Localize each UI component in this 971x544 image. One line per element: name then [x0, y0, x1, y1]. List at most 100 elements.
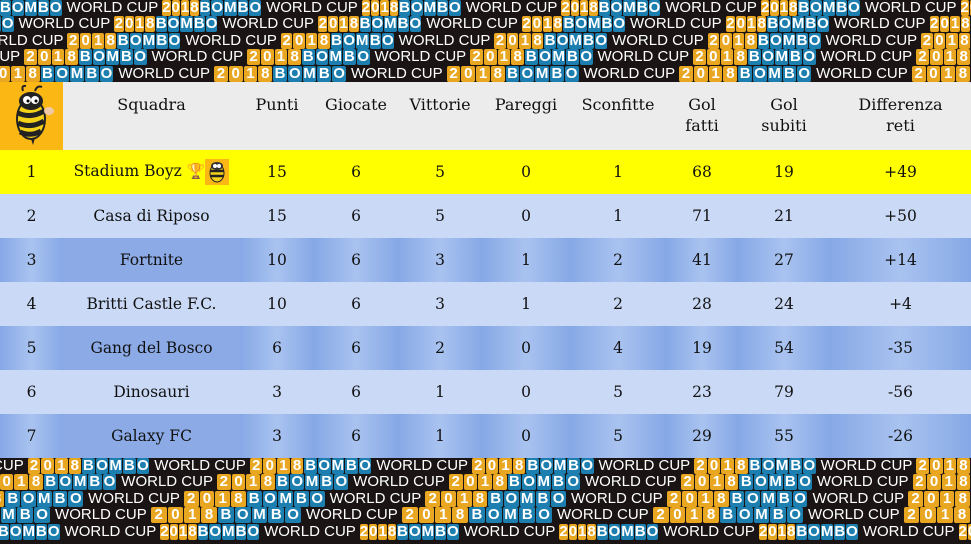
cell-text: 71: [692, 207, 712, 225]
bee-mascot-icon: [0, 82, 63, 150]
cell-text: 4: [26, 295, 37, 313]
cell-text: 6: [351, 383, 361, 401]
cell-text: 1: [435, 383, 445, 401]
cell-lost: 2: [570, 238, 666, 282]
cell-text: 6: [26, 383, 37, 401]
cell-ga: 21: [738, 194, 830, 238]
table-row[interactable]: 4 Britti Castle F.C. 10 6 3 1 2 28 24 +4: [0, 282, 971, 326]
col-punti[interactable]: Punti: [240, 82, 314, 150]
cell-text: Dinosauri: [113, 383, 190, 401]
cell-text: 2: [26, 207, 37, 225]
cell-played: 6: [314, 370, 398, 414]
cell-pts: 6: [240, 326, 314, 370]
cell-ga: 24: [738, 282, 830, 326]
cell-team: Gang del Bosco: [63, 326, 240, 370]
cell-gf: 19: [666, 326, 738, 370]
cell-drawn: 0: [482, 326, 570, 370]
cell-lost: 5: [570, 370, 666, 414]
cell-text: 23: [692, 383, 712, 401]
cell-text: 1: [521, 251, 531, 269]
table-row[interactable]: 5 Gang del Bosco 6 6 2 0 4 19 54 -35: [0, 326, 971, 370]
table-row[interactable]: 7 Galaxy FC 3 6 1 0 5 29 55 -26: [0, 414, 971, 458]
cell-lost: 4: [570, 326, 666, 370]
col-giocate[interactable]: Giocate: [314, 82, 398, 150]
col-squadra[interactable]: Squadra: [63, 82, 240, 150]
cell-gf: 29: [666, 414, 738, 458]
cell-pos: 4: [0, 282, 63, 326]
cell-text: 41: [692, 251, 712, 269]
cell-played: 6: [314, 414, 398, 458]
cell-pts: 15: [240, 194, 314, 238]
cell-text: 79: [774, 383, 794, 401]
cell-team: Casa di Riposo: [63, 194, 240, 238]
cell-lost: 1: [570, 150, 666, 194]
header-row: Squadra Punti Giocate Vittorie Pareggi S…: [0, 82, 971, 150]
cell-text: 27: [774, 251, 794, 269]
col-gol-subiti[interactable]: Gol subiti: [738, 82, 830, 150]
cell-text: Gang del Bosco: [90, 339, 213, 357]
cell-text: 4: [613, 339, 623, 357]
cell-text: -35: [888, 339, 913, 357]
cell-text: Stadium Boyz: [73, 162, 182, 180]
bee-mascot-icon: [205, 159, 230, 185]
cell-pos: 7: [0, 414, 63, 458]
cell-text: 5: [26, 339, 37, 357]
cell-pos: 5: [0, 326, 63, 370]
cell-text: 2: [613, 251, 623, 269]
cell-pos: 2: [0, 194, 63, 238]
col-differenza-reti[interactable]: Differenza reti: [830, 82, 971, 150]
cell-pts: 3: [240, 414, 314, 458]
cell-text: 21: [774, 207, 794, 225]
cell-played: 6: [314, 238, 398, 282]
trophy-icon: 🏆: [186, 162, 206, 180]
cell-drawn: 0: [482, 414, 570, 458]
cell-lost: 5: [570, 414, 666, 458]
cell-won: 5: [398, 150, 482, 194]
table-row[interactable]: 6 Dinosauri 3 6 1 0 5 23 79 -56: [0, 370, 971, 414]
cell-text: +4: [889, 295, 912, 313]
cell-gf: 23: [666, 370, 738, 414]
cell-text: 6: [272, 339, 282, 357]
col-vittorie[interactable]: Vittorie: [398, 82, 482, 150]
cell-text: 3: [272, 383, 282, 401]
cell-ga: 27: [738, 238, 830, 282]
cell-pos: 6: [0, 370, 63, 414]
cell-drawn: 1: [482, 238, 570, 282]
cell-gf: 28: [666, 282, 738, 326]
cell-text: 3: [435, 295, 445, 313]
col-sconfitte[interactable]: Sconfitte: [570, 82, 666, 150]
cell-text: -56: [888, 383, 913, 401]
cell-drawn: 0: [482, 370, 570, 414]
cell-drawn: 1: [482, 282, 570, 326]
cell-text: 0: [521, 163, 531, 181]
cell-text: 5: [613, 427, 623, 445]
cell-pts: 10: [240, 238, 314, 282]
cell-lost: 2: [570, 282, 666, 326]
cell-pts: 10: [240, 282, 314, 326]
cell-won: 3: [398, 238, 482, 282]
cell-text: 15: [267, 207, 287, 225]
cell-pts: 15: [240, 150, 314, 194]
cell-text: 0: [521, 383, 531, 401]
cell-diff: +4: [830, 282, 971, 326]
cell-text: 5: [435, 163, 445, 181]
table-row[interactable]: 1 Stadium Boyz 🏆 15 6 5 0 1 68 19 +49: [0, 150, 971, 194]
table-row[interactable]: 2 Casa di Riposo 15 6 5 0 1 71 21 +50: [0, 194, 971, 238]
cell-lost: 1: [570, 194, 666, 238]
cell-text: 10: [267, 295, 287, 313]
cell-text: 68: [692, 163, 712, 181]
table-row[interactable]: 3 Fortnite 10 6 3 1 2 41 27 +14: [0, 238, 971, 282]
cell-text: 6: [351, 207, 361, 225]
cell-drawn: 0: [482, 194, 570, 238]
col-pareggi[interactable]: Pareggi: [482, 82, 570, 150]
cell-text: 55: [774, 427, 794, 445]
cell-diff: -56: [830, 370, 971, 414]
cell-team: Britti Castle F.C.: [63, 282, 240, 326]
col-gol-fatti[interactable]: Gol fatti: [666, 82, 738, 150]
